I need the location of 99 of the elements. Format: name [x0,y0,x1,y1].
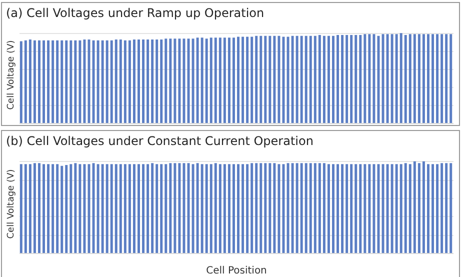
bar [327,36,330,123]
bar [119,39,122,123]
bar [309,36,312,123]
bar [341,34,344,123]
bar [264,36,267,123]
bar [28,39,32,123]
bar [124,40,126,123]
bar [368,34,371,123]
bar [450,34,452,123]
bar [426,34,430,123]
bar [400,33,402,123]
bar [178,38,181,123]
bar [169,38,172,123]
bar [350,34,353,123]
bar [20,41,22,123]
bar [296,36,298,123]
bar [83,39,86,123]
bar [218,38,222,123]
bar [200,38,204,123]
bar [395,34,398,123]
bar [70,40,72,123]
bar [138,39,140,123]
bar [74,40,77,123]
bar [408,34,412,123]
bar [268,36,272,123]
bar [110,40,113,123]
bar [282,36,285,123]
bar [377,36,380,123]
bar [101,40,104,123]
bar [232,38,235,123]
bar [314,36,316,123]
bar [52,40,54,123]
bar [255,36,258,123]
bar [336,34,340,123]
chart-title: (a) Cell Voltages under Ramp up Operation [6,6,264,20]
bar [78,40,82,123]
bar [146,39,150,123]
bar [291,36,294,123]
bar [440,34,444,123]
bar [260,36,262,123]
bar [432,34,434,123]
bar [364,34,366,123]
y-axis-title: Cell Voltage (V) [6,169,16,239]
bar [346,34,348,123]
bar [404,34,407,123]
bar [250,36,254,123]
bar [436,34,439,123]
bar [42,40,46,123]
bar [322,36,326,123]
bar [246,36,249,123]
bar [332,36,334,123]
bar [205,38,208,123]
bar [24,40,27,123]
bar [223,38,226,123]
bar [237,36,240,123]
bar [318,34,321,123]
bar [386,34,389,123]
bar [422,34,425,123]
bar [96,40,100,123]
bar [242,36,244,123]
bar [214,38,217,123]
bar [286,36,290,123]
bar [47,40,50,123]
bar [196,38,199,123]
bar [359,34,362,123]
bar [56,40,59,123]
y-axis-title: Cell Voltage (V) [6,40,16,110]
bar [151,39,154,123]
bar [142,39,145,123]
bar [413,34,416,123]
bar [273,36,276,123]
bar [128,40,131,123]
bar [182,38,186,123]
bar [418,34,420,123]
bar [114,39,118,123]
bar [156,39,158,123]
bar [228,38,230,123]
bar [33,40,36,123]
bar [210,38,212,123]
bar [132,39,136,123]
bar [92,40,95,123]
x-axis-title: Cell Position [206,266,267,276]
bar [60,40,64,123]
bar [278,36,280,123]
bar [174,38,176,123]
bar [445,34,448,123]
bar [390,34,394,123]
bar [106,40,108,123]
bar [304,36,308,123]
bar [354,34,358,123]
bar [160,39,163,123]
bar [372,34,376,123]
bar [192,38,194,123]
bar [65,40,68,123]
bar [187,38,190,123]
bar [164,38,168,123]
chart-title: (b) Cell Voltages under Constant Current Operation [6,134,314,148]
bar [300,36,303,123]
bar [38,40,40,123]
